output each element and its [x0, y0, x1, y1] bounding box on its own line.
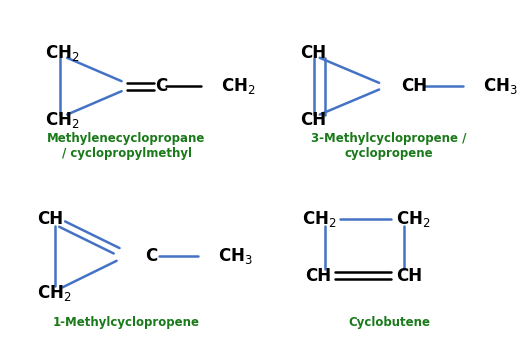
Text: CH: CH — [305, 267, 331, 285]
Text: CH: CH — [37, 210, 63, 228]
Text: C: C — [155, 77, 167, 95]
Text: CH: CH — [397, 267, 422, 285]
Text: CH$_3$: CH$_3$ — [218, 246, 253, 266]
Text: CH$_2$: CH$_2$ — [45, 109, 79, 130]
Text: Methylenecyclopropane
/ cyclopropylmethyl: Methylenecyclopropane / cyclopropylmethy… — [48, 132, 206, 160]
Text: C: C — [145, 247, 157, 265]
Text: CH$_2$: CH$_2$ — [303, 209, 337, 229]
Text: CH: CH — [401, 77, 427, 95]
Text: CH: CH — [300, 110, 326, 129]
Text: Cyclobutene: Cyclobutene — [348, 316, 430, 329]
Text: CH: CH — [300, 44, 326, 62]
Text: CH$_2$: CH$_2$ — [397, 209, 431, 229]
Text: CH$_2$: CH$_2$ — [37, 282, 72, 303]
Text: CH$_3$: CH$_3$ — [483, 76, 518, 96]
Text: CH$_2$: CH$_2$ — [221, 76, 255, 96]
Text: 3-Methylcyclopropene /
cyclopropene: 3-Methylcyclopropene / cyclopropene — [312, 132, 467, 160]
Text: CH$_2$: CH$_2$ — [45, 43, 79, 63]
Text: 1-Methylcyclopropene: 1-Methylcyclopropene — [53, 316, 200, 329]
